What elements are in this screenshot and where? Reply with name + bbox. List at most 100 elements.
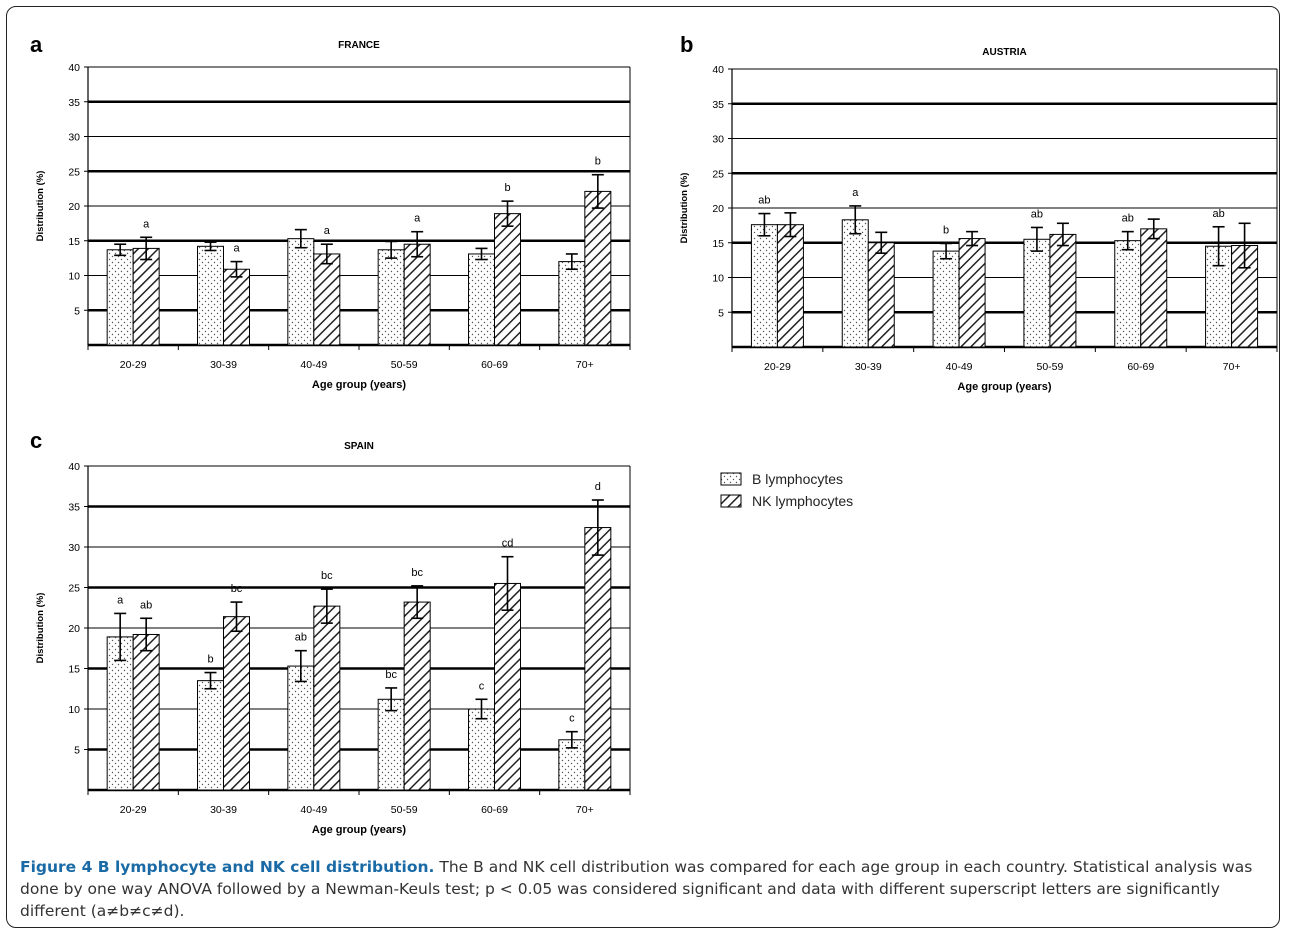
y-tick-label: 20: [68, 201, 80, 213]
x-tick-label: 60-69: [1127, 361, 1154, 373]
bar-b-lymphocytes: [750, 224, 778, 348]
significance-label: bc: [231, 583, 243, 595]
y-axis-label: Distribution (%): [35, 593, 46, 664]
bar-b-lymphocytes: [377, 698, 405, 791]
x-tick-label: 30-39: [210, 804, 237, 816]
y-tick-label: 35: [712, 99, 724, 111]
significance-label: a: [414, 213, 421, 225]
x-tick-label: 30-39: [855, 361, 882, 373]
y-tick-label: 5: [74, 305, 80, 317]
significance-label: a: [233, 243, 240, 255]
y-tick-label: 10: [68, 271, 80, 283]
legend-swatch-dots: [720, 472, 742, 486]
bar-b-lymphocytes: [1114, 240, 1142, 348]
bar-b-lymphocytes: [468, 708, 495, 791]
y-tick-label: 15: [68, 236, 80, 248]
significance-label: a: [117, 594, 124, 606]
y-axis-label: Distribution (%): [35, 171, 46, 242]
bar-b-lymphocytes: [197, 680, 224, 791]
y-tick-label: 5: [74, 745, 80, 757]
y-tick-label: 30: [68, 542, 80, 554]
significance-label: ab: [1031, 208, 1043, 220]
x-tick-label: 50-59: [391, 359, 418, 371]
y-tick-label: 10: [712, 273, 724, 285]
bar-b-lymphocytes: [468, 253, 495, 346]
legend: B lymphocytes NK lymphocytes: [720, 468, 853, 512]
significance-label: ab: [295, 632, 307, 644]
x-tick-label: 70+: [576, 804, 594, 816]
x-tick-label: 40-49: [946, 361, 973, 373]
bar-b-lymphocytes: [106, 249, 134, 346]
legend-label-nk: NK lymphocytes: [752, 493, 854, 509]
x-axis-label: Age group (years): [312, 824, 406, 836]
figure-panels: a FRANCE 5 10 15 20 25 30 35 40 Distribution (%) Ag…: [30, 32, 1278, 836]
y-tick-label: 10: [68, 704, 80, 716]
bar-nk-lymphocytes: [132, 247, 160, 346]
x-tick-label: 70+: [576, 359, 594, 371]
y-tick-label: 20: [712, 203, 724, 215]
bar-b-lymphocytes: [1023, 238, 1051, 348]
significance-label: b: [943, 224, 949, 236]
bar-b-lymphocytes: [287, 238, 315, 346]
bar-nk-lymphocytes: [313, 605, 341, 791]
y-axis-label: Distribution (%): [679, 173, 690, 244]
panel-letter: b: [680, 32, 693, 57]
y-tick-label: 40: [68, 62, 80, 74]
y-tick-label: 15: [68, 664, 80, 676]
x-axis-label: Age group (years): [312, 379, 406, 391]
y-tick-label: 15: [712, 238, 724, 250]
significance-label: bc: [411, 567, 423, 579]
y-tick-label: 25: [712, 168, 724, 180]
x-tick-label: 30-39: [210, 359, 237, 371]
caption-title: Figure 4 B lymphocyte and NK cell distri…: [20, 858, 435, 876]
chart-title: AUSTRIA: [982, 47, 1026, 58]
x-tick-label: 20-29: [764, 361, 791, 373]
bar-nk-lymphocytes: [867, 242, 895, 348]
significance-label: bc: [321, 570, 333, 582]
bar-nk-lymphocytes: [403, 601, 431, 791]
bar-b-lymphocytes: [841, 219, 869, 348]
chart-title: SPAIN: [344, 441, 374, 452]
significance-label: ab: [1122, 213, 1134, 225]
significance-label: c: [479, 680, 485, 692]
significance-label: b: [207, 654, 213, 666]
legend-item-b: B lymphocytes: [720, 468, 853, 490]
panel-letter: a: [30, 32, 43, 57]
significance-label: a: [143, 218, 150, 230]
significance-label: a: [852, 187, 859, 199]
bar-nk-lymphocytes: [223, 268, 250, 346]
significance-label: ab: [1212, 208, 1224, 220]
bar-b-lymphocytes: [287, 665, 315, 791]
x-tick-label: 50-59: [391, 804, 418, 816]
significance-label: c: [569, 713, 575, 725]
significance-label: a: [324, 225, 331, 237]
y-tick-label: 40: [712, 64, 724, 76]
panel-letter: c: [30, 428, 42, 453]
bar-nk-lymphocytes: [776, 224, 804, 348]
y-tick-label: 30: [68, 132, 80, 144]
legend-label-b: B lymphocytes: [752, 471, 844, 487]
bar-b-lymphocytes: [197, 245, 224, 346]
bar-nk-lymphocytes: [584, 190, 612, 346]
y-tick-label: 35: [68, 502, 80, 514]
x-tick-label: 60-69: [481, 804, 508, 816]
significance-label: d: [595, 481, 601, 493]
bar-b-lymphocytes: [932, 250, 960, 348]
bar-nk-lymphocytes: [403, 243, 431, 346]
significance-label: cd: [502, 538, 514, 550]
bar-nk-lymphocytes: [494, 213, 521, 346]
bar-b-lymphocytes: [106, 636, 134, 791]
figure-frame: [6, 6, 1280, 928]
bar-b-lymphocytes: [377, 249, 405, 346]
y-tick-label: 35: [68, 97, 80, 109]
y-tick-label: 25: [68, 166, 80, 178]
y-tick-label: 25: [68, 583, 80, 595]
bar-nk-lymphocytes: [132, 633, 160, 791]
bar-nk-lymphocytes: [1049, 233, 1077, 348]
significance-label: ab: [140, 599, 152, 611]
significance-label: ab: [758, 195, 770, 207]
x-tick-label: 40-49: [300, 359, 327, 371]
y-tick-label: 5: [718, 307, 724, 319]
x-tick-label: 20-29: [120, 804, 147, 816]
legend-swatch-hatch: [720, 494, 742, 508]
